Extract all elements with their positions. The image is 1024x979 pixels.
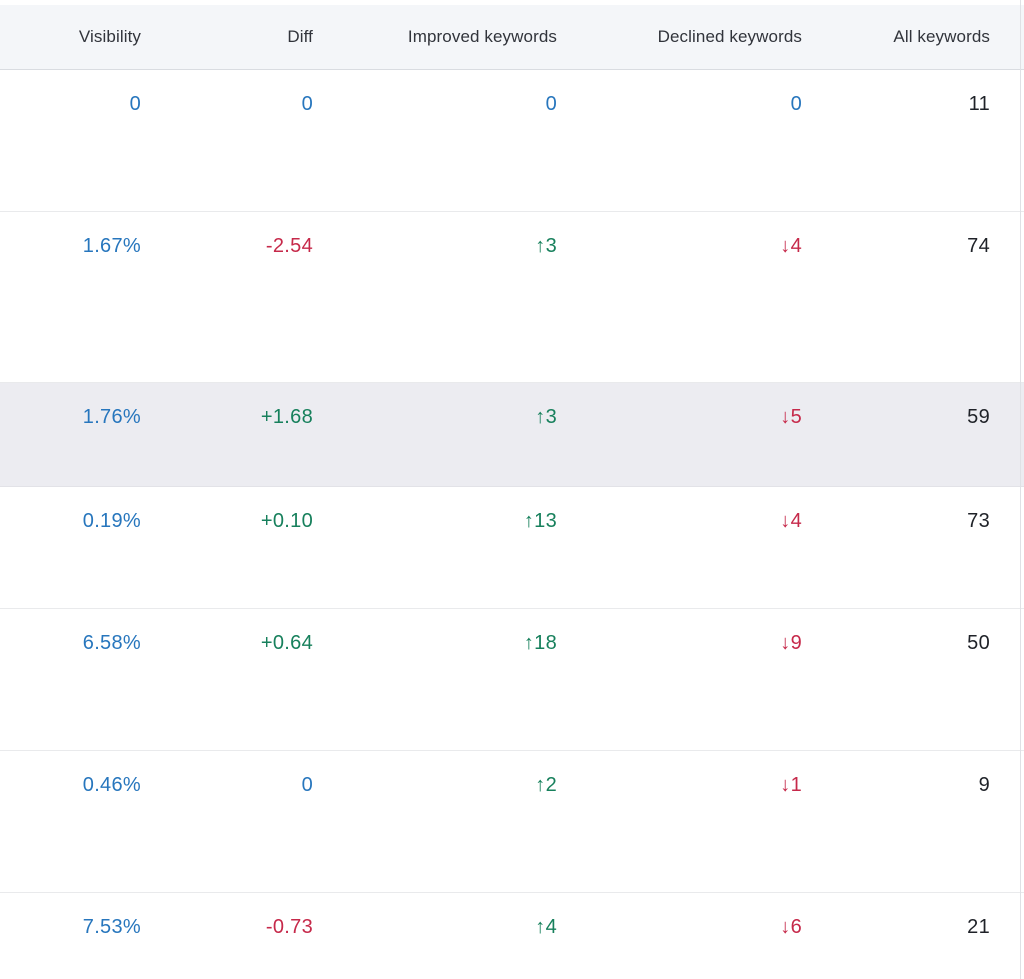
down-arrow-icon: ↓ — [780, 235, 791, 257]
declined-keywords-value[interactable]: ↓5 — [557, 383, 802, 429]
diff-value[interactable]: -2.54 — [265, 235, 313, 257]
improved-count: 0 — [545, 93, 557, 115]
down-arrow-icon: ↓ — [780, 406, 791, 428]
all-keywords-value[interactable]: 11 — [968, 93, 990, 115]
table-row[interactable]: 1.67% -2.54 ↑3 ↓4 74 — [0, 212, 1024, 383]
up-arrow-icon: ↑ — [535, 235, 546, 257]
table-row[interactable]: 7.53% -0.73 ↑4 ↓6 21 — [0, 893, 1024, 979]
declined-keywords-value[interactable]: ↓6 — [557, 893, 802, 939]
table-row[interactable]: 0.19% +0.10 ↑13 ↓4 73 — [0, 487, 1024, 609]
all-keywords-value[interactable]: 9 — [978, 774, 990, 796]
declined-count: 1 — [790, 774, 802, 796]
down-arrow-icon: ↓ — [780, 632, 791, 654]
declined-keywords-value[interactable]: 0 — [557, 70, 802, 116]
table-row[interactable]: 0 0 0 0 11 — [0, 70, 1024, 212]
visibility-value[interactable]: 0.46% — [82, 774, 141, 796]
up-arrow-icon: ↑ — [535, 916, 546, 938]
right-edge-divider — [1020, 0, 1021, 979]
improved-count: 18 — [534, 632, 557, 654]
improved-keywords-value[interactable]: ↑3 — [313, 383, 557, 429]
improved-count: 2 — [545, 774, 557, 796]
column-header-diff[interactable]: Diff — [287, 27, 313, 46]
declined-count: 6 — [790, 916, 802, 938]
improved-keywords-value[interactable]: ↑3 — [313, 212, 557, 258]
visibility-value[interactable]: 7.53% — [82, 916, 141, 938]
down-arrow-icon: ↓ — [780, 510, 791, 532]
all-keywords-value[interactable]: 73 — [967, 510, 990, 532]
up-arrow-icon: ↑ — [523, 632, 535, 654]
visibility-value[interactable]: 0 — [129, 93, 141, 115]
all-keywords-value[interactable]: 74 — [967, 235, 990, 257]
visibility-value[interactable]: 0.19% — [82, 510, 141, 532]
table-row[interactable]: 6.58% +0.64 ↑18 ↓9 50 — [0, 609, 1024, 751]
improved-keywords-value[interactable]: ↑4 — [313, 893, 557, 939]
improved-keywords-value[interactable]: 0 — [313, 70, 557, 116]
table-row-selected[interactable]: 1.76% +1.68 ↑3 ↓5 59 — [0, 383, 1024, 487]
top-gap — [0, 0, 1024, 5]
column-header-improved-keywords[interactable]: Improved keywords — [407, 27, 557, 46]
column-header-declined-keywords[interactable]: Declined keywords — [657, 27, 802, 46]
up-arrow-icon: ↑ — [535, 774, 546, 796]
all-keywords-value[interactable]: 21 — [967, 916, 990, 938]
visibility-value[interactable]: 1.67% — [82, 235, 141, 257]
diff-value[interactable]: 0 — [301, 93, 313, 115]
improved-count: 4 — [545, 916, 557, 938]
declined-count: 0 — [790, 93, 802, 115]
improved-keywords-value[interactable]: ↑2 — [313, 751, 557, 797]
declined-count: 4 — [790, 235, 802, 257]
up-arrow-icon: ↑ — [523, 510, 535, 532]
column-header-visibility[interactable]: Visibility — [78, 27, 141, 46]
down-arrow-icon: ↓ — [780, 774, 791, 796]
visibility-value[interactable]: 6.58% — [82, 632, 141, 654]
up-arrow-icon: ↑ — [535, 406, 546, 428]
visibility-value[interactable]: 1.76% — [82, 406, 141, 428]
table-row[interactable]: 0.46% 0 ↑2 ↓1 9 — [0, 751, 1024, 893]
diff-value[interactable]: +1.68 — [260, 406, 313, 428]
improved-keywords-value[interactable]: ↑18 — [313, 609, 557, 655]
down-arrow-icon: ↓ — [780, 916, 791, 938]
declined-count: 4 — [790, 510, 802, 532]
table-header-row: Visibility Diff Improved keywords Declin… — [0, 5, 1024, 70]
column-header-all-keywords[interactable]: All keywords — [893, 27, 990, 46]
improved-count: 3 — [545, 235, 557, 257]
declined-keywords-value[interactable]: ↓9 — [557, 609, 802, 655]
declined-count: 9 — [790, 632, 802, 654]
diff-value[interactable]: +0.64 — [260, 632, 313, 654]
all-keywords-value[interactable]: 59 — [967, 406, 990, 428]
diff-value[interactable]: +0.10 — [260, 510, 313, 532]
improved-keywords-value[interactable]: ↑13 — [313, 487, 557, 533]
all-keywords-value[interactable]: 50 — [967, 632, 990, 654]
improved-count: 13 — [534, 510, 557, 532]
declined-keywords-value[interactable]: ↓4 — [557, 487, 802, 533]
declined-count: 5 — [790, 406, 802, 428]
declined-keywords-value[interactable]: ↓1 — [557, 751, 802, 797]
declined-keywords-value[interactable]: ↓4 — [557, 212, 802, 258]
diff-value[interactable]: 0 — [301, 774, 313, 796]
improved-count: 3 — [545, 406, 557, 428]
diff-value[interactable]: -0.73 — [265, 916, 313, 938]
